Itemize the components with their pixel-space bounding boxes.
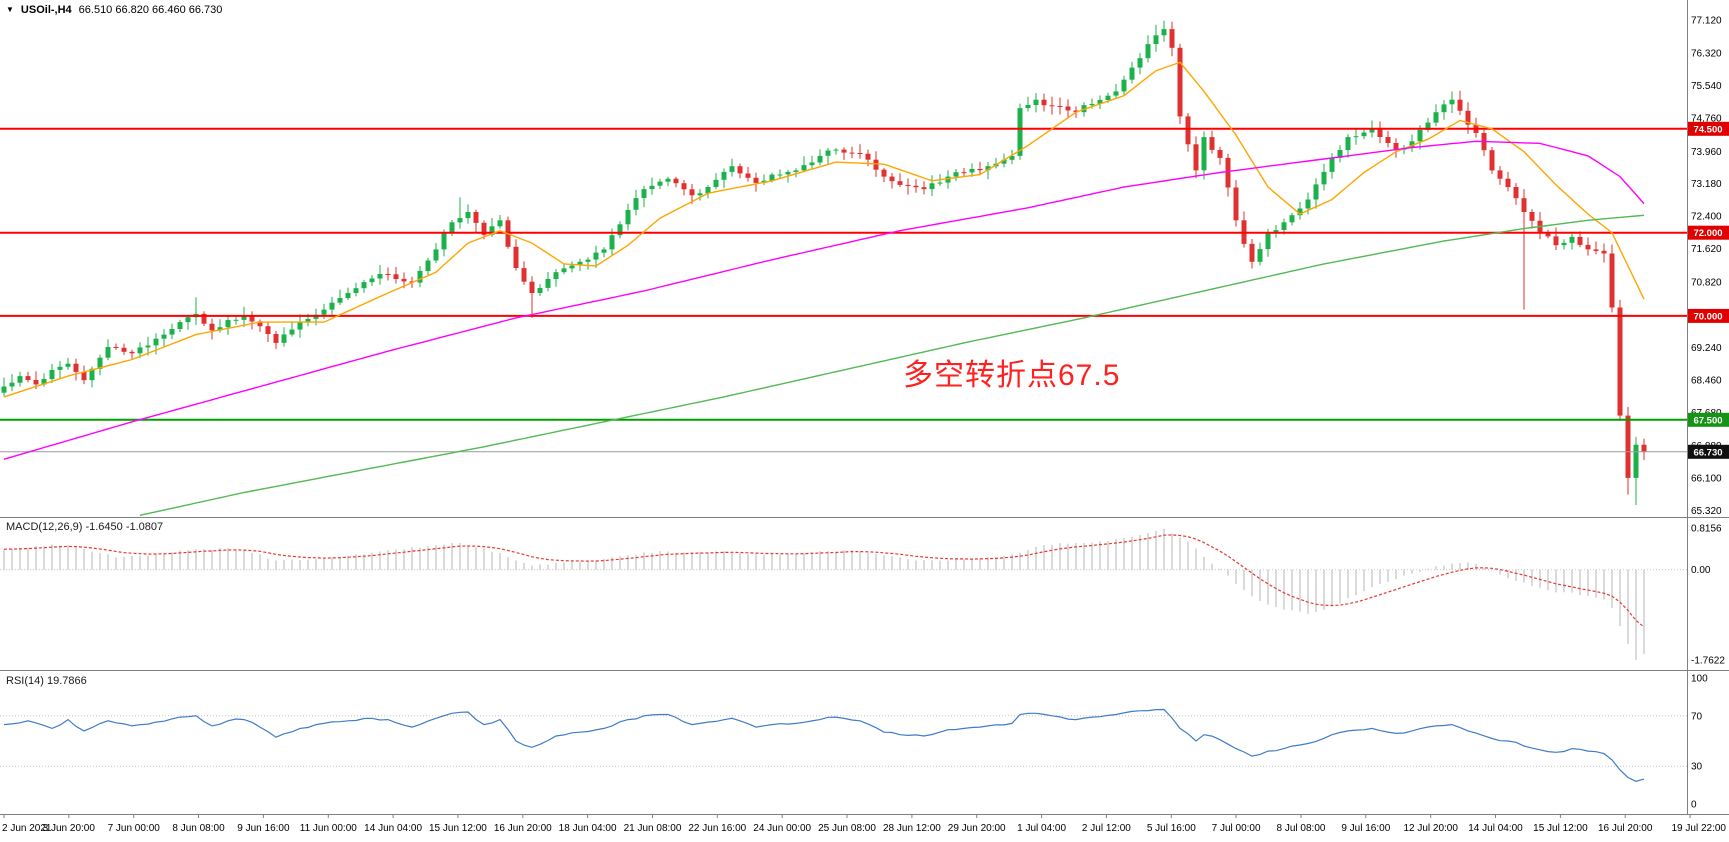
svg-text:14 Jun 04:00: 14 Jun 04:00 (364, 823, 422, 834)
svg-text:74.500: 74.500 (1693, 124, 1722, 135)
svg-text:77.120: 77.120 (1691, 15, 1722, 26)
svg-text:-1.7622: -1.7622 (1691, 655, 1725, 666)
svg-text:18 Jun 04:00: 18 Jun 04:00 (559, 823, 617, 834)
symbol-marker-icon: ▼ (6, 5, 14, 14)
macd-indicator-label: MACD(12,26,9) -1.6450 -1.0807 (6, 521, 164, 533)
svg-text:24 Jun 00:00: 24 Jun 00:00 (753, 823, 811, 834)
svg-text:2 Jun 2021: 2 Jun 2021 (2, 823, 52, 834)
symbol-period-label: USOil-,H4 (20, 4, 72, 16)
svg-text:70.000: 70.000 (1693, 311, 1722, 322)
svg-text:73.960: 73.960 (1691, 147, 1722, 158)
svg-text:29 Jun 20:00: 29 Jun 20:00 (948, 823, 1006, 834)
quote-bar: ▼ USOil-,H4 66.510 66.820 66.460 66.730 (6, 4, 222, 16)
svg-text:14 Jul 04:00: 14 Jul 04:00 (1468, 823, 1523, 834)
horizontal-level-lines[interactable] (0, 127, 1687, 453)
svg-text:100: 100 (1691, 674, 1708, 685)
svg-text:67.500: 67.500 (1693, 415, 1722, 426)
candlestick-series (1, 20, 1647, 505)
svg-text:69.240: 69.240 (1691, 343, 1722, 354)
svg-text:66.730: 66.730 (1693, 447, 1722, 458)
svg-text:72.400: 72.400 (1691, 212, 1722, 223)
svg-text:0.8156: 0.8156 (1691, 523, 1722, 534)
svg-text:5 Jul 16:00: 5 Jul 16:00 (1147, 823, 1196, 834)
svg-text:66.100: 66.100 (1691, 473, 1722, 484)
svg-text:73.180: 73.180 (1691, 179, 1722, 190)
svg-text:71.620: 71.620 (1691, 244, 1722, 255)
svg-text:3 Jun 20:00: 3 Jun 20:00 (43, 823, 96, 834)
svg-text:28 Jun 12:00: 28 Jun 12:00 (883, 823, 941, 834)
macd-indicator-plot (0, 528, 1687, 660)
svg-text:8 Jun 08:00: 8 Jun 08:00 (172, 823, 225, 834)
price-axis-badges: 74.500 72.000 70.000 67.500 66.730 (1688, 121, 1729, 459)
svg-text:7 Jul 00:00: 7 Jul 00:00 (1212, 823, 1261, 834)
svg-text:76.320: 76.320 (1691, 49, 1722, 60)
svg-text:12 Jul 20:00: 12 Jul 20:00 (1403, 823, 1458, 834)
svg-text:21 Jun 08:00: 21 Jun 08:00 (624, 823, 682, 834)
rsi-indicator-label: RSI(14) 19.7866 (6, 675, 87, 687)
svg-text:15 Jun 12:00: 15 Jun 12:00 (429, 823, 487, 834)
svg-text:16 Jun 20:00: 16 Jun 20:00 (494, 823, 552, 834)
svg-text:25 Jun 08:00: 25 Jun 08:00 (818, 823, 876, 834)
svg-text:75.540: 75.540 (1691, 81, 1722, 92)
rsi-indicator-plot (0, 708, 1687, 782)
svg-text:9 Jun 16:00: 9 Jun 16:00 (237, 823, 290, 834)
svg-text:0: 0 (1691, 800, 1697, 811)
svg-text:68.460: 68.460 (1691, 375, 1722, 386)
svg-text:70.820: 70.820 (1691, 277, 1722, 288)
svg-text:9 Jul 16:00: 9 Jul 16:00 (1341, 823, 1390, 834)
svg-text:22 Jun 16:00: 22 Jun 16:00 (688, 823, 746, 834)
ohlc-values: 66.510 66.820 66.460 66.730 (78, 4, 223, 16)
svg-text:2 Jul 12:00: 2 Jul 12:00 (1082, 823, 1131, 834)
svg-text:30: 30 (1691, 762, 1703, 773)
svg-text:19 Jul 22:00: 19 Jul 22:00 (1672, 823, 1727, 834)
svg-text:15 Jul 12:00: 15 Jul 12:00 (1533, 823, 1588, 834)
svg-text:70: 70 (1691, 711, 1703, 722)
svg-text:1 Jul 04:00: 1 Jul 04:00 (1017, 823, 1066, 834)
svg-text:65.320: 65.320 (1691, 506, 1722, 517)
svg-text:8 Jul 08:00: 8 Jul 08:00 (1277, 823, 1326, 834)
svg-text:74.760: 74.760 (1691, 114, 1722, 125)
svg-text:16 Jul 20:00: 16 Jul 20:00 (1598, 823, 1653, 834)
svg-text:11 Jun 00:00: 11 Jun 00:00 (300, 823, 358, 834)
svg-text:0.00: 0.00 (1691, 565, 1711, 576)
moving-average-lines (3, 61, 1645, 516)
svg-text:72.000: 72.000 (1693, 228, 1722, 239)
svg-text:7 Jun 00:00: 7 Jun 00:00 (108, 823, 161, 834)
chart-annotation-text: 多空转折点67.5 (903, 359, 1121, 392)
